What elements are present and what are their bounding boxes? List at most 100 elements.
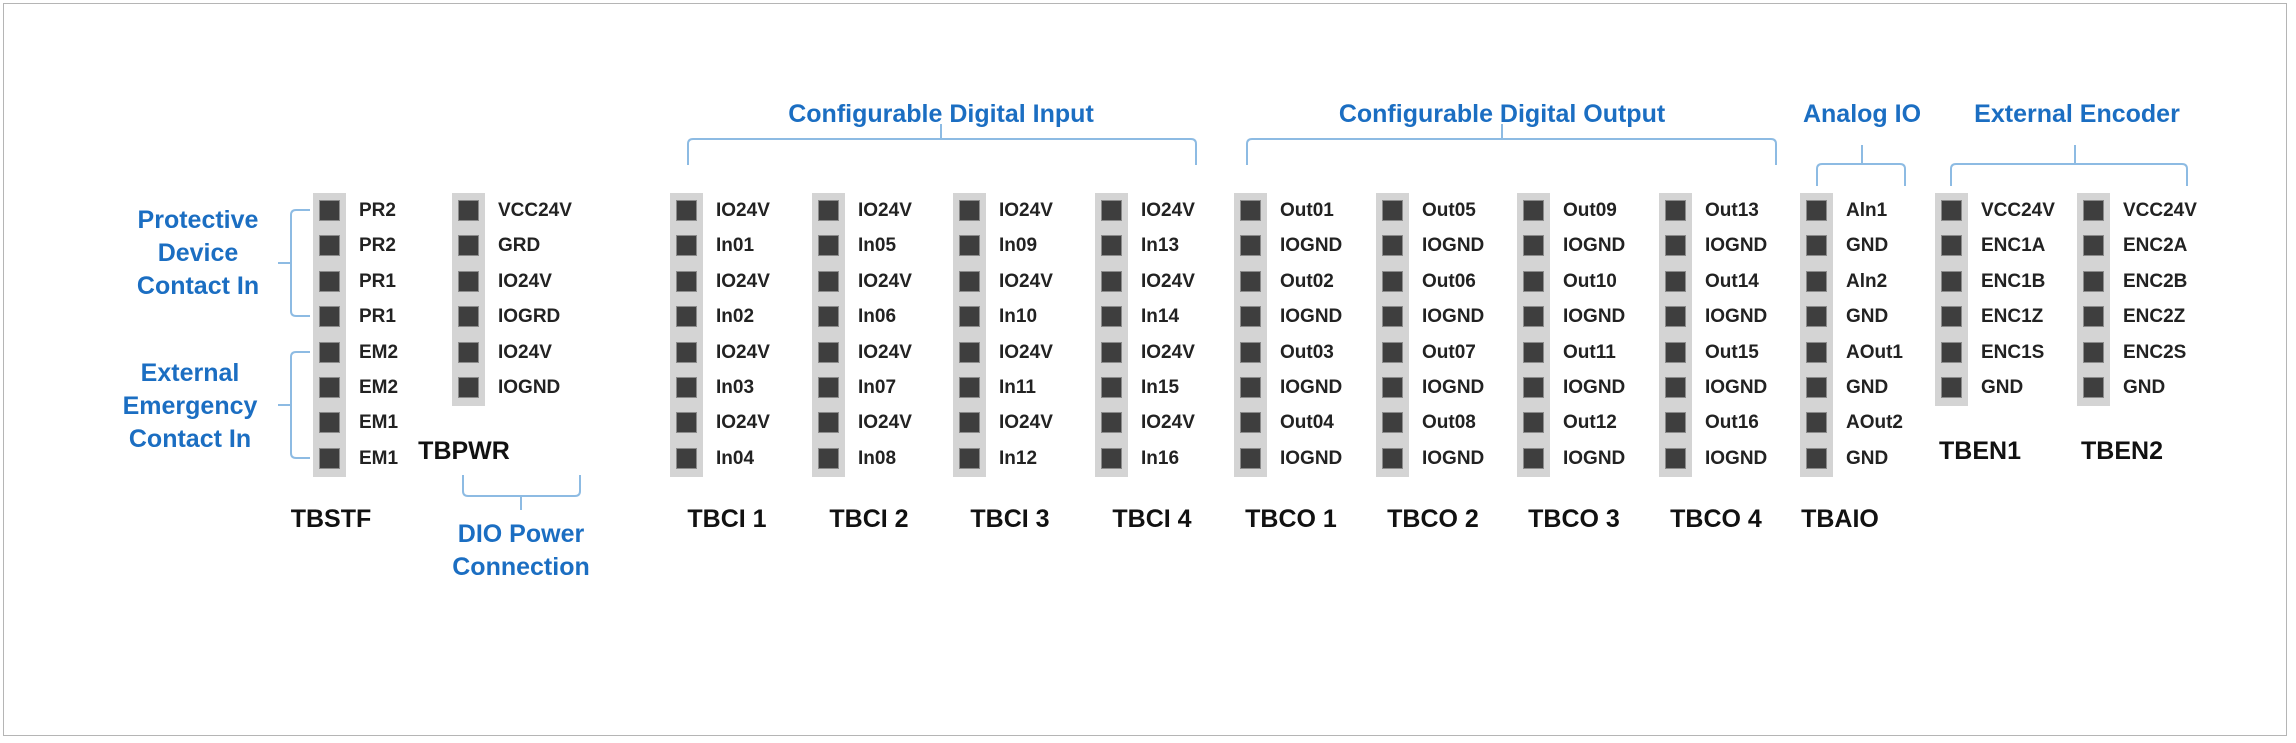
pin-label: IOGND <box>1422 306 1485 328</box>
pin-label: Out12 <box>1563 412 1617 434</box>
terminal-pin <box>1240 235 1261 257</box>
pin-label: IO24V <box>1141 270 1195 292</box>
terminal-pin <box>1806 270 1827 292</box>
pin-label: Out01 <box>1280 200 1334 221</box>
diagram-frame <box>3 3 2287 736</box>
terminal-pin <box>1240 341 1261 363</box>
terminal-strip-tbco4 <box>1659 193 1692 478</box>
block-name: TBCO 2 <box>1387 505 1479 533</box>
pin-label: IOGND <box>1280 235 1343 257</box>
block-name: TBCO 1 <box>1245 505 1337 533</box>
pin-label: In15 <box>1141 377 1180 398</box>
terminal-pin <box>818 412 839 434</box>
terminal-pin <box>1523 270 1544 292</box>
block-name: TBCI 4 <box>1112 505 1192 533</box>
terminal-pin <box>1523 306 1544 328</box>
pin-label: IO24V <box>498 270 552 292</box>
group-label-digital-output: Configurable Digital Output <box>1338 100 1666 128</box>
pin-label: IO24V <box>1141 341 1195 363</box>
terminal-pin <box>1523 377 1544 398</box>
pin-label: Out03 <box>1280 341 1334 363</box>
terminal-pin <box>2083 200 2104 221</box>
terminal-pin <box>1382 412 1403 434</box>
terminal-pin <box>1941 200 1962 221</box>
terminal-pin <box>1523 235 1544 257</box>
pin-label: IOGND <box>1280 377 1343 398</box>
terminal-strip-tbpwr <box>452 193 485 407</box>
terminal-pin <box>1665 447 1686 469</box>
block-name: TBCI 3 <box>970 505 1050 533</box>
pin-label: In01 <box>716 235 755 257</box>
terminal-pin <box>319 235 340 257</box>
terminal-pin <box>1101 447 1122 469</box>
terminal-pin <box>1382 306 1403 328</box>
pin-label: In03 <box>716 377 755 398</box>
group-label-dio-power: DIO Power Connection <box>452 520 590 581</box>
terminal-pin <box>1101 200 1122 221</box>
terminal-pin <box>2083 270 2104 292</box>
pin-label: IO24V <box>716 270 770 292</box>
block-name: TBPWR <box>418 437 510 465</box>
terminal-pin <box>818 306 839 328</box>
pin-label: VCC24V <box>498 200 572 221</box>
pin-label: Out10 <box>1563 270 1617 292</box>
pin-label: GND <box>1846 306 1889 328</box>
pin-label: IO24V <box>716 341 770 363</box>
terminal-strip-tbci3 <box>953 193 986 478</box>
pin-label: In06 <box>858 306 897 328</box>
pin-label: IOGND <box>1422 447 1485 469</box>
terminal-pin <box>959 447 980 469</box>
terminal-pin <box>2083 306 2104 328</box>
pin-label: GRD <box>498 235 541 257</box>
bracket-digital-input <box>687 124 1197 165</box>
bracket-dio-power <box>462 475 581 510</box>
terminal-pin <box>319 447 340 469</box>
terminal-strip-tben1 <box>1935 193 1968 407</box>
pin-label: Out05 <box>1422 200 1476 221</box>
terminal-pin <box>818 235 839 257</box>
pin-label: PR2 <box>359 200 396 221</box>
pin-label: Aln1 <box>1846 200 1888 221</box>
terminal-pin <box>676 306 697 328</box>
terminal-pin <box>319 412 340 434</box>
pin-label: In08 <box>858 447 897 469</box>
terminal-pin <box>1382 447 1403 469</box>
pin-label: IO24V <box>1141 200 1195 221</box>
terminal-pin <box>818 270 839 292</box>
block-name: TBSTF <box>290 505 372 533</box>
block-name: TBEN1 <box>1939 437 2021 465</box>
pin-label: IOGND <box>1705 306 1768 328</box>
pin-label: PR1 <box>359 306 396 328</box>
pin-label: IOGND <box>1280 447 1343 469</box>
pin-label: IO24V <box>858 341 912 363</box>
terminal-strip-tbci1 <box>670 193 703 478</box>
pin-label: ENC2S <box>2123 341 2187 363</box>
pin-label: Out14 <box>1705 270 1759 292</box>
pin-label: ENC1S <box>1981 341 2045 363</box>
block-name: TBAIO <box>1801 505 1879 533</box>
pin-label: GND <box>1846 447 1889 469</box>
terminal-pin <box>1101 341 1122 363</box>
terminal-pin <box>1806 447 1827 469</box>
pin-label: GND <box>1846 377 1889 398</box>
pin-label: In04 <box>716 447 755 469</box>
terminal-pin <box>1665 341 1686 363</box>
terminal-pin <box>676 377 697 398</box>
terminal-pin <box>676 447 697 469</box>
pin-label: Out15 <box>1705 341 1759 363</box>
pin-label: Out13 <box>1705 200 1759 221</box>
terminal-pin <box>959 377 980 398</box>
terminal-pin <box>676 200 697 221</box>
pin-label: VCC24V <box>1981 200 2055 221</box>
pin-label: IO24V <box>716 412 770 434</box>
pin-label: VCC24V <box>2123 200 2197 221</box>
pin-label: IO24V <box>498 341 552 363</box>
pin-label: IOGND <box>1280 306 1343 328</box>
terminal-strip-tbci2 <box>812 193 845 478</box>
terminal-pin <box>2083 377 2104 398</box>
terminal-pin <box>319 200 340 221</box>
terminal-pin <box>1941 306 1962 328</box>
terminal-strip-tben2 <box>2077 193 2110 407</box>
terminal-pin <box>1941 270 1962 292</box>
terminal-pin <box>1101 235 1122 257</box>
